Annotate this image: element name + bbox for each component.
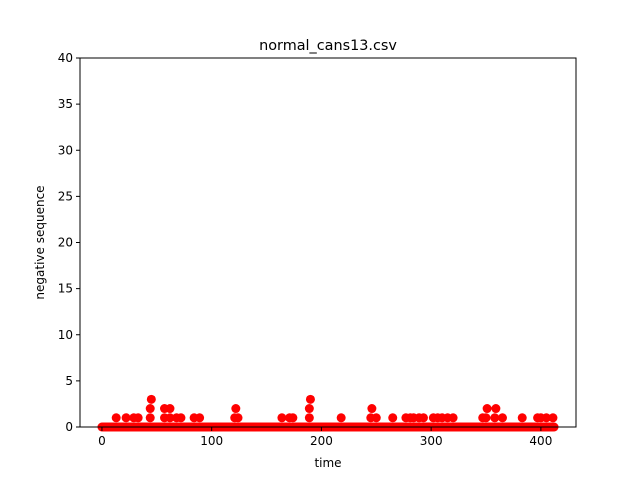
data-point — [165, 404, 175, 414]
data-point — [497, 413, 507, 423]
data-point — [371, 413, 381, 423]
y-tick-label: 30 — [58, 143, 73, 157]
y-axis-label: negative sequence — [33, 185, 47, 299]
y-tick-label: 0 — [65, 420, 73, 434]
y-tick-label: 40 — [58, 51, 73, 65]
data-point — [481, 413, 491, 423]
data-point — [448, 413, 458, 423]
data-point — [418, 413, 428, 423]
data-point — [388, 413, 398, 423]
y-tick-label: 5 — [65, 374, 73, 388]
data-point — [146, 394, 156, 404]
data-point — [121, 413, 131, 423]
data-point — [231, 404, 241, 414]
data-point — [277, 413, 287, 423]
data-point — [490, 413, 500, 423]
data-point — [304, 404, 314, 414]
x-tick-label: 200 — [310, 434, 333, 448]
data-point — [145, 404, 155, 414]
data-point — [491, 404, 501, 414]
data-point — [233, 413, 243, 423]
plot-frame — [79, 57, 577, 428]
y-tick-label: 25 — [58, 189, 73, 203]
data-point — [145, 413, 155, 423]
data-point — [111, 413, 121, 423]
y-tick-label: 35 — [58, 97, 73, 111]
x-tick-label: 300 — [420, 434, 443, 448]
data-point — [305, 394, 315, 404]
data-point — [482, 404, 492, 414]
data-point — [336, 413, 346, 423]
data-point — [133, 413, 143, 423]
data-point — [165, 413, 175, 423]
data-point — [541, 413, 551, 423]
data-point — [176, 413, 186, 423]
data-point — [517, 413, 527, 423]
x-tick-label: 400 — [529, 434, 552, 448]
x-axis-label: time — [314, 456, 341, 470]
y-tick-label: 20 — [58, 236, 73, 250]
y-tick-label: 10 — [58, 328, 73, 342]
y-tick-label: 15 — [58, 282, 73, 296]
chart-title: normal_cans13.csv — [259, 38, 397, 54]
data-point — [548, 413, 558, 423]
axis-ticks: 0 100 200 300 400 0 5 10 15 20 25 30 35 40 — [58, 51, 553, 448]
x-tick-label: 0 — [98, 434, 106, 448]
data-point — [195, 413, 205, 423]
data-point — [304, 413, 314, 423]
x-tick-label: 100 — [200, 434, 223, 448]
data-point — [367, 404, 377, 414]
data-point — [288, 413, 298, 423]
